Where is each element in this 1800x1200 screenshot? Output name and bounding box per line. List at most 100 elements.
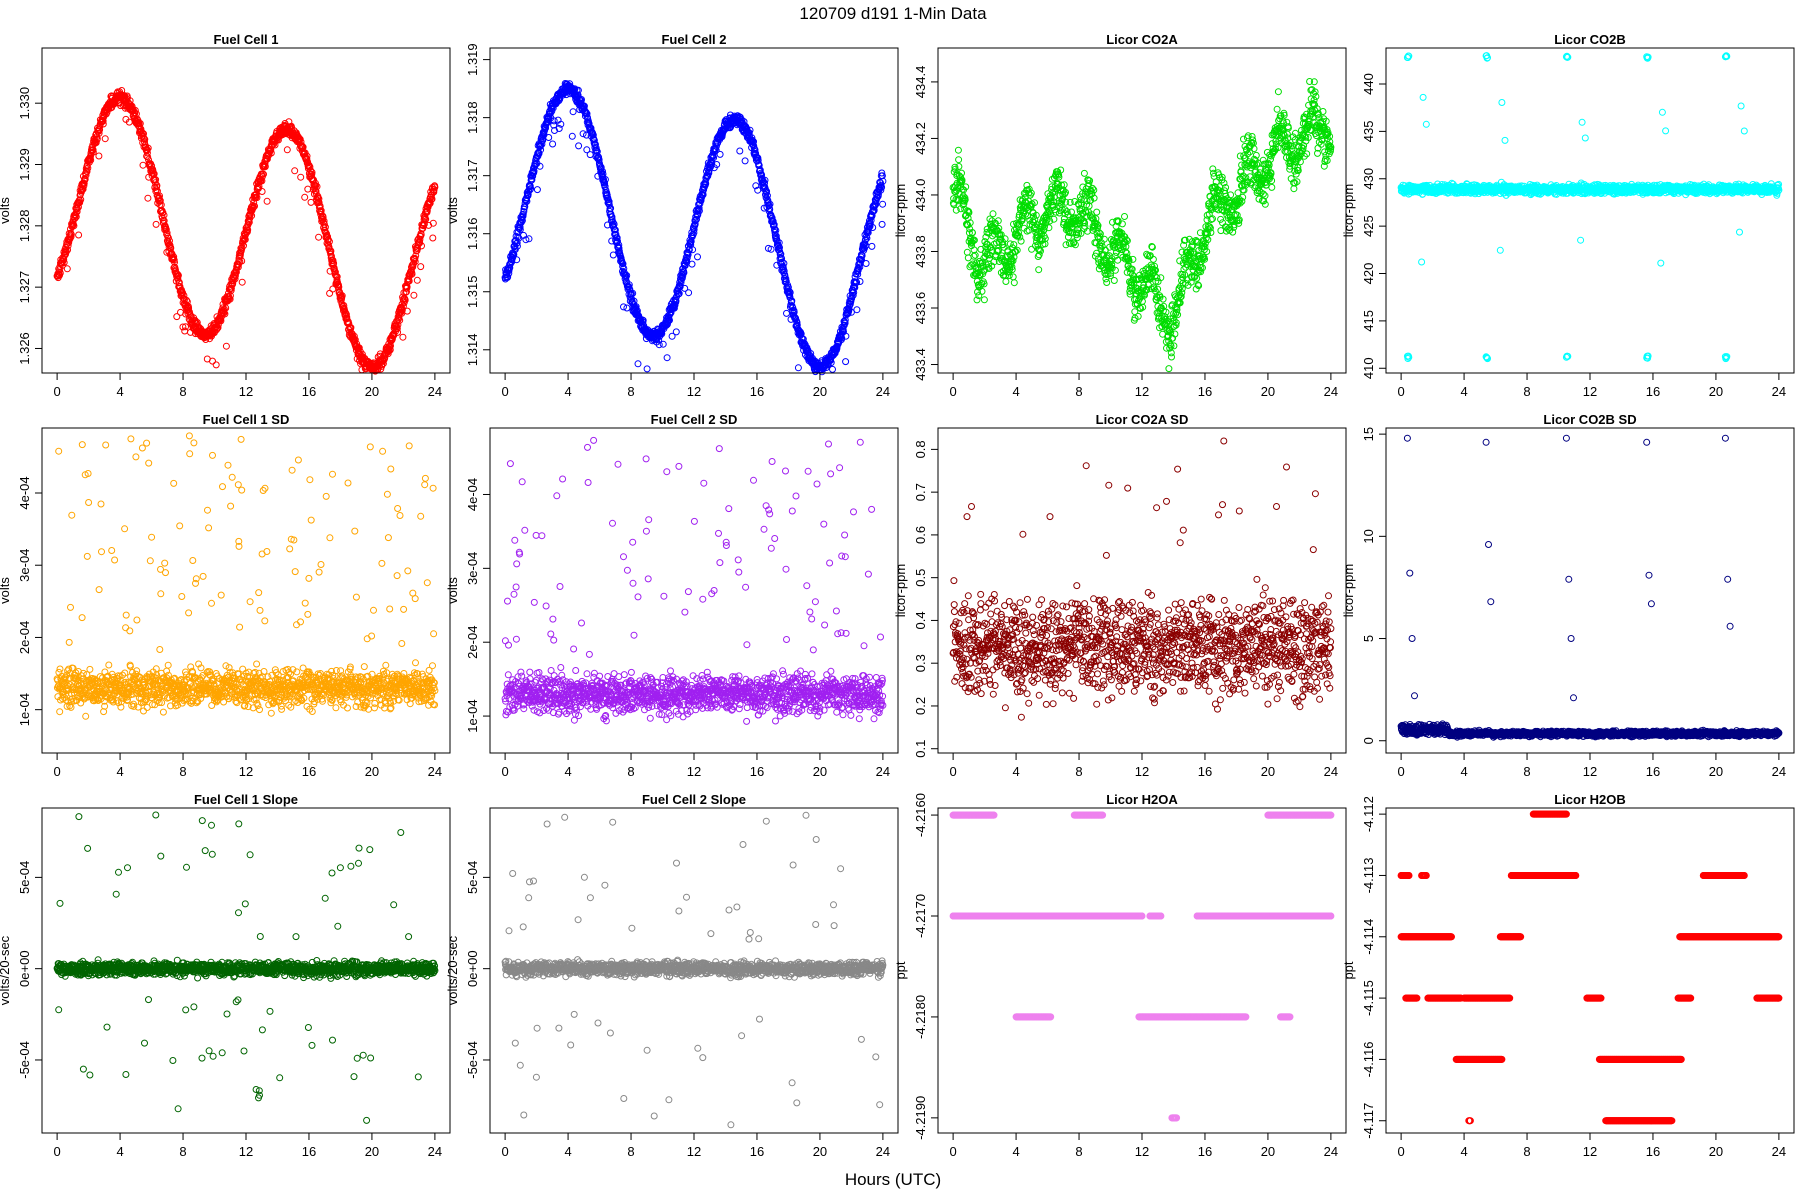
- x-tick-label: 4: [116, 384, 123, 399]
- y-tick-label: 434.4: [913, 66, 928, 99]
- data-point: [152, 220, 160, 228]
- data-point: [303, 155, 311, 163]
- data-point: [156, 197, 164, 205]
- x-tick-label: 16: [1198, 384, 1212, 399]
- data-point: [327, 247, 335, 255]
- data-point: [263, 197, 271, 205]
- y-tick-label: 433.6: [913, 292, 928, 325]
- data-point: [166, 237, 173, 245]
- data-point: [321, 223, 329, 231]
- data-point: [63, 265, 71, 273]
- data-point: [144, 153, 152, 161]
- data-point: [70, 222, 78, 230]
- y-tick-label: 433.4: [913, 348, 928, 381]
- y-tick-label: 434.0: [913, 179, 928, 212]
- y-axis-label: licor-ppm: [893, 184, 908, 237]
- x-tick-label: 16: [750, 384, 764, 399]
- data-point: [182, 323, 189, 331]
- data-point: [171, 258, 178, 266]
- data-point: [83, 168, 91, 175]
- data-point: [141, 138, 148, 146]
- x-tick-label: 4: [564, 384, 571, 399]
- data-point: [77, 196, 85, 204]
- y-tick-label: 1.314: [465, 334, 480, 367]
- x-tick-label: 0: [53, 384, 60, 399]
- data-point: [95, 152, 103, 160]
- data-point: [72, 209, 80, 217]
- data-point: [193, 319, 201, 326]
- data-point: [341, 311, 349, 319]
- y-tick-label: 1.327: [17, 271, 32, 304]
- data-point: [227, 284, 235, 292]
- data-point: [80, 179, 88, 187]
- data-point: [209, 357, 216, 365]
- data-point: [314, 194, 322, 202]
- data-point: [87, 156, 95, 164]
- data-point: [67, 231, 75, 239]
- data-point: [212, 361, 220, 369]
- data-point: [311, 179, 319, 187]
- data-point: [222, 342, 230, 350]
- data-point: [131, 106, 139, 114]
- x-tick-label: 24: [876, 384, 890, 399]
- data-point: [101, 135, 109, 143]
- data-point: [396, 316, 404, 324]
- data-point: [220, 305, 228, 313]
- data-point: [82, 171, 90, 179]
- data-point: [241, 235, 249, 243]
- data-point: [56, 269, 64, 277]
- y-tick-label: 1.329: [17, 148, 32, 181]
- y-axis-label: volts: [445, 197, 460, 224]
- data-point: [74, 203, 82, 211]
- data-point: [251, 202, 258, 210]
- x-tick-label: 8: [179, 384, 186, 399]
- x-tick-label: 12: [239, 384, 253, 399]
- points-fuel-cell-1: [53, 87, 439, 375]
- x-tick-label: 20: [365, 384, 379, 399]
- data-point: [174, 271, 182, 279]
- y-tick-label: 434.2: [913, 122, 928, 155]
- data-point: [185, 304, 193, 312]
- y-tick-label: 1.326: [17, 332, 32, 365]
- data-point: [291, 167, 299, 175]
- data-point: [342, 310, 350, 318]
- data-point: [175, 279, 183, 286]
- data-point: [72, 212, 79, 220]
- y-tick-label: 1.316: [465, 217, 480, 250]
- data-point: [156, 192, 163, 200]
- data-point: [241, 236, 249, 243]
- data-point: [238, 257, 246, 265]
- data-point: [283, 146, 291, 154]
- data-point: [217, 317, 225, 325]
- data-point: [297, 173, 305, 181]
- data-point: [72, 213, 80, 221]
- data-point: [144, 194, 152, 202]
- y-axis-label: volts: [0, 197, 12, 224]
- data-point: [313, 183, 321, 190]
- y-tick-label: 1.317: [465, 159, 480, 192]
- data-point: [332, 272, 340, 279]
- data-point: [325, 238, 333, 246]
- data-point: [71, 214, 79, 222]
- shared-x-axis-label: Hours (UTC): [845, 1170, 941, 1189]
- data-point: [355, 344, 363, 352]
- data-point: [143, 149, 151, 157]
- data-point: [238, 278, 246, 286]
- x-tick-label: 12: [1135, 384, 1149, 399]
- data-point: [329, 257, 337, 264]
- data-point: [319, 213, 327, 221]
- data-point: [245, 218, 253, 226]
- x-tick-label: 8: [627, 384, 634, 399]
- data-point: [99, 120, 107, 128]
- x-tick-label: 0: [949, 384, 956, 399]
- data-point: [143, 146, 151, 154]
- data-point: [173, 313, 181, 321]
- data-point: [226, 292, 234, 300]
- data-point: [75, 231, 83, 239]
- y-tick-label: 433.8: [913, 235, 928, 268]
- figure-title: 120709 d191 1-Min Data: [799, 4, 987, 23]
- data-point: [301, 193, 309, 201]
- data-point: [60, 259, 68, 266]
- data-point: [244, 226, 252, 234]
- data-point: [338, 292, 346, 300]
